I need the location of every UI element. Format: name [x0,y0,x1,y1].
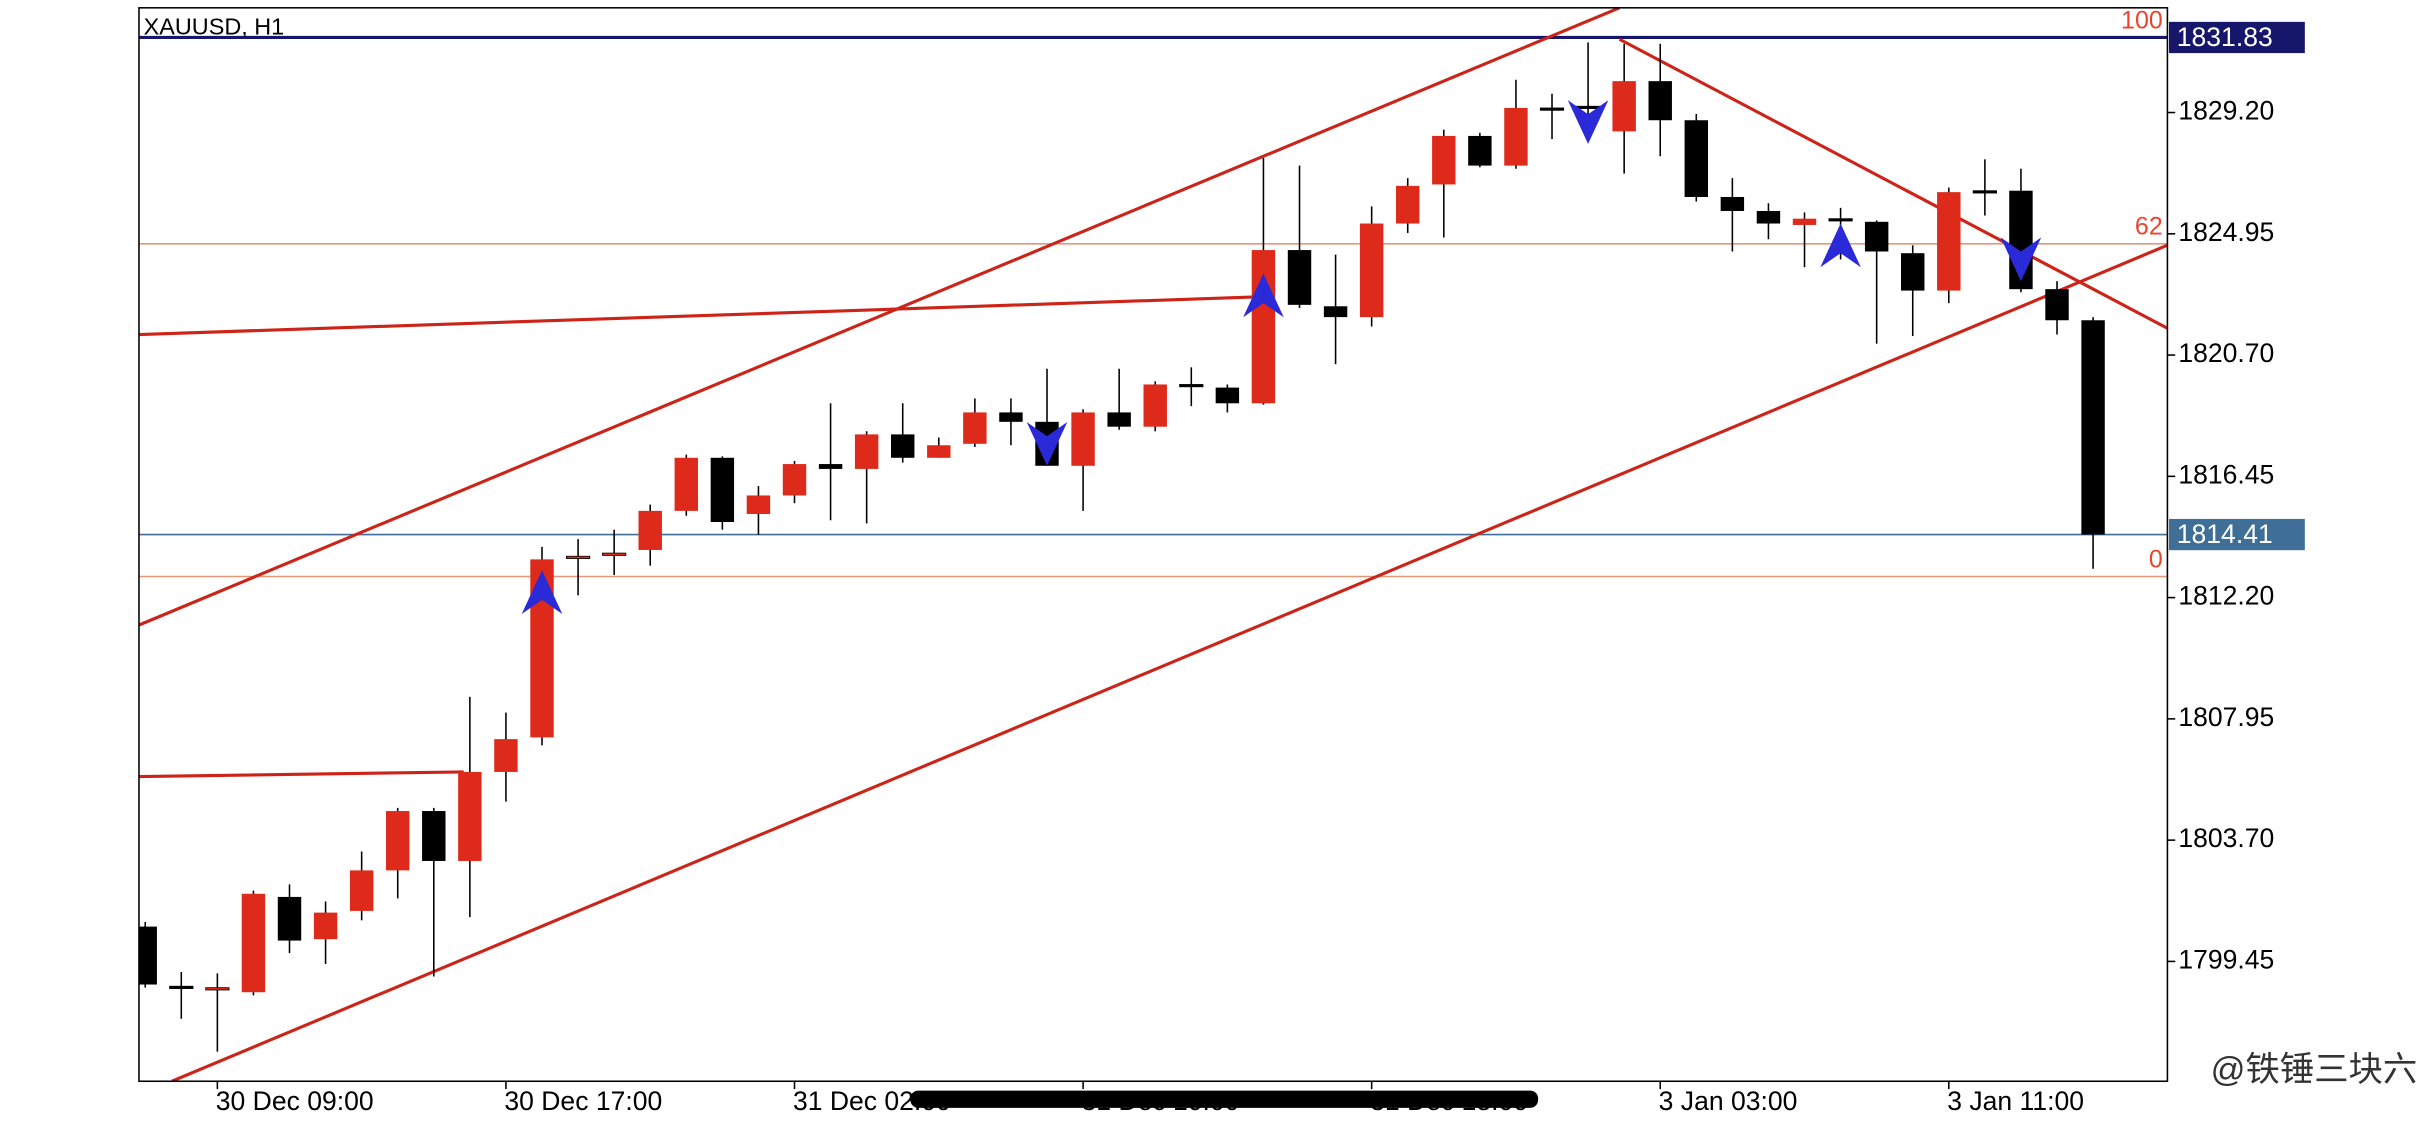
candle-body [1287,250,1312,305]
chart-title: XAUUSD, H1 [144,13,285,39]
candle-body [1828,218,1853,222]
candle-body [1972,190,1997,194]
candle-body [1792,218,1817,225]
candle-body [1251,250,1276,404]
signal-arrow [1820,223,1861,268]
candle-body [422,811,446,861]
candle-body [169,985,194,989]
candle-body [1539,107,1565,111]
x-tick-label: 31 Dec 02:00 [793,1086,951,1116]
price-box [2168,518,2305,551]
candle-body [1612,81,1636,132]
trendline [139,295,1259,337]
candle-body [458,771,482,861]
trendline [138,7,1621,627]
x-tick-label: 31 Dec 18:00 [1370,1086,1528,1116]
candle-body [1504,107,1528,166]
price-box-label: 1814.41 [2177,519,2273,549]
signal-arrow [521,570,563,614]
candle-body [999,412,1023,422]
candle-body [1323,306,1348,318]
watermark: @铁锤三块六 [2211,1051,2418,1089]
candle-body [602,552,627,556]
candle-body [818,464,843,469]
candle-body [782,464,807,496]
candle-body [313,912,338,940]
candle-body [565,555,591,559]
candle-body [241,893,266,993]
fib-label: 62 [2135,213,2163,241]
candle-body [494,739,518,772]
x-tick-label: 31 Dec 10:00 [1082,1086,1240,1116]
fib-label: 100 [2121,6,2163,34]
x-tick-label: 3 Jan 03:00 [1659,1086,1798,1116]
candle-body [674,457,699,511]
plot-area [138,7,2168,1082]
candle-body [710,457,735,522]
candle-body [205,987,230,991]
candle-body [386,811,410,871]
candle-body [854,434,879,469]
redaction-bar [910,1090,1539,1108]
candle-body [1901,253,1925,291]
price-box [2168,21,2305,54]
candle-body [1215,387,1240,404]
candle-body [638,510,662,550]
y-tick-label: 1799.45 [2178,944,2274,974]
candle-body [1432,135,1456,185]
candle-body [1468,135,1492,166]
candle-body [927,445,951,458]
trendline [171,243,2168,1082]
candle-body [1179,384,1204,388]
y-tick-label: 1803.70 [2178,823,2274,853]
candle-body [1684,120,1709,197]
candle-body [963,412,987,444]
signal-arrow [1567,100,1609,144]
candle-body [277,896,302,941]
candle-body [1720,196,1745,211]
plot-frame [138,7,2169,1083]
candle-body [746,495,771,515]
y-tick-label: 1820.70 [2178,338,2274,368]
candle-body [1937,192,1961,291]
candle-body [349,870,374,911]
candle-body [1756,210,1781,224]
y-tick-label: 1824.95 [2178,217,2274,247]
fib-label: 0 [2149,545,2163,573]
candle-body [1396,185,1420,224]
candle-body [2045,289,2069,321]
candle-body [1071,412,1095,466]
x-tick-label: 30 Dec 17:00 [504,1086,662,1116]
trendline [1618,37,2168,330]
candle-body [1143,384,1167,427]
candle-body [1864,221,1889,252]
candle-body [1359,223,1384,318]
candle-body [891,434,915,458]
x-tick-label: 30 Dec 09:00 [216,1086,374,1116]
signal-arrow [1243,273,1284,318]
trendline [139,770,464,779]
candle-body [1107,412,1131,427]
candle-body [1575,105,1601,109]
y-tick-label: 1812.20 [2178,581,2274,611]
y-tick-label: 1807.95 [2178,702,2274,732]
y-tick-label: 1816.45 [2178,459,2274,489]
candle-body [138,926,157,985]
price-box-label: 1831.83 [2177,22,2273,52]
candle-body [1648,81,1672,121]
y-tick-label: 1829.20 [2178,96,2274,126]
x-tick-label: 3 Jan 11:00 [1947,1086,2084,1116]
signal-arrow [2000,237,2042,282]
signal-arrow [1026,422,1068,466]
candle-body [2081,320,2105,535]
